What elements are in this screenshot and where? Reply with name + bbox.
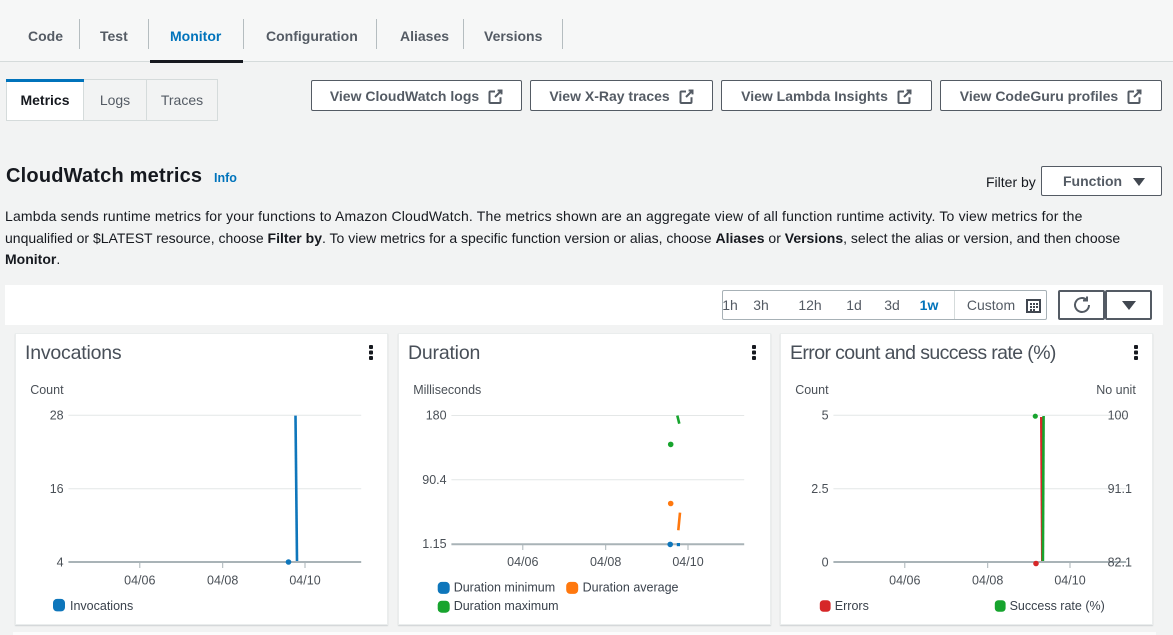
svg-text:91.1: 91.1	[1108, 482, 1132, 496]
svg-text:04/06: 04/06	[507, 555, 538, 569]
svg-text:Success rate (%): Success rate (%)	[1010, 599, 1105, 613]
svg-text:04/06: 04/06	[124, 573, 155, 587]
svg-text:Milliseconds: Milliseconds	[413, 383, 481, 397]
svg-text:Count: Count	[30, 383, 64, 397]
svg-text:04/06: 04/06	[889, 573, 920, 587]
svg-text:Duration average: Duration average	[583, 580, 679, 594]
svg-text:04/10: 04/10	[672, 555, 703, 569]
svg-text:82.1: 82.1	[1108, 556, 1132, 570]
svg-text:Duration minimum: Duration minimum	[454, 580, 555, 594]
svg-text:0: 0	[822, 556, 829, 570]
svg-text:16: 16	[50, 482, 64, 496]
svg-text:Errors: Errors	[835, 599, 869, 613]
svg-text:04/08: 04/08	[590, 555, 621, 569]
svg-text:04/10: 04/10	[289, 573, 320, 587]
svg-text:5: 5	[822, 408, 829, 422]
svg-text:4: 4	[57, 556, 64, 570]
svg-text:90.4: 90.4	[422, 473, 446, 487]
svg-text:Count: Count	[795, 383, 829, 397]
svg-text:2.5: 2.5	[811, 482, 828, 496]
svg-text:Invocations: Invocations	[70, 599, 133, 613]
svg-text:180: 180	[426, 409, 447, 423]
svg-text:Duration maximum: Duration maximum	[454, 599, 559, 613]
svg-text:04/08: 04/08	[207, 573, 238, 587]
svg-text:04/10: 04/10	[1054, 573, 1085, 587]
svg-text:No unit: No unit	[1096, 383, 1136, 397]
svg-text:04/08: 04/08	[972, 573, 1003, 587]
svg-text:100: 100	[1108, 408, 1129, 422]
svg-text:1.15: 1.15	[422, 537, 446, 551]
svg-text:28: 28	[50, 408, 64, 422]
